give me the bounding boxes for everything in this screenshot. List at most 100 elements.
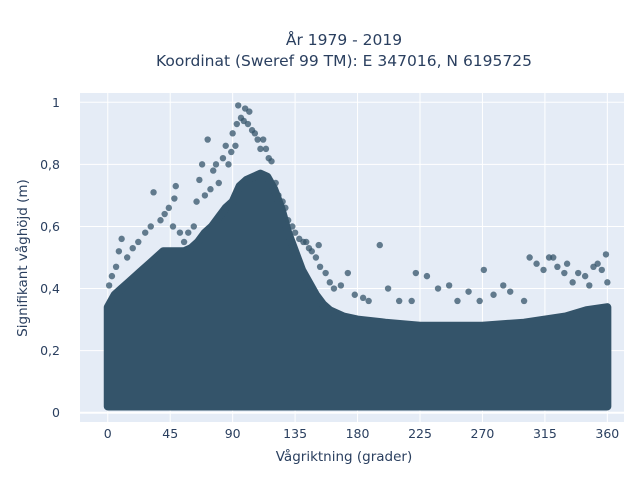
scatter-point: [150, 189, 157, 196]
scatter-point: [303, 238, 310, 246]
scatter-point: [207, 186, 214, 193]
scatter-point: [507, 288, 514, 295]
scatter-point: [272, 179, 279, 187]
y-tick-label: 0: [52, 405, 60, 420]
scatter-point: [315, 241, 322, 249]
scatter-point: [246, 108, 253, 115]
scatter-point: [142, 229, 149, 236]
scatter-point: [157, 217, 164, 224]
scatter-point: [254, 136, 261, 143]
scatter-point: [284, 217, 292, 224]
y-axis-title: Signifikant våghöjd (m): [14, 179, 31, 337]
scatter-point: [135, 238, 142, 246]
scatter-point: [232, 142, 239, 149]
scatter-point: [454, 297, 461, 305]
scatter-point: [586, 282, 593, 289]
scatter-point: [176, 229, 184, 236]
scatter-point: [196, 176, 203, 184]
scatter-point: [204, 136, 211, 143]
scatter-point: [359, 294, 367, 302]
scatter-point: [198, 161, 206, 168]
scatter-point: [526, 254, 533, 261]
scatter-point: [123, 254, 131, 261]
scatter-point: [423, 272, 431, 280]
scatter-point: [594, 260, 601, 267]
x-tick-label: 0: [104, 426, 112, 441]
x-tick-label: 360: [595, 426, 619, 441]
y-tick-label: 0,4: [40, 281, 60, 296]
scatter-point: [289, 223, 296, 230]
scatter-point: [554, 263, 561, 271]
scatter-point: [275, 192, 282, 199]
scatter-point: [476, 297, 483, 305]
y-tick-label: 0,6: [40, 219, 60, 234]
scatter-point: [540, 266, 547, 274]
scatter-point: [500, 282, 507, 289]
scatter-point: [445, 282, 453, 289]
scatter-point: [480, 266, 488, 274]
dense-band-area: [103, 169, 612, 411]
x-tick-label: 225: [408, 426, 432, 441]
scatter-point: [210, 167, 217, 174]
scatter-point: [291, 229, 299, 236]
scatter-point: [344, 269, 352, 277]
scatter-point: [581, 272, 589, 280]
scatter-point: [233, 120, 241, 128]
scatter-point: [330, 285, 338, 292]
scatter-point: [229, 130, 236, 137]
scatter-point: [115, 248, 123, 255]
y-tick-labels: 0 0,2 0,4 0,6 0,8 1: [40, 95, 60, 420]
scatter-point: [268, 158, 275, 165]
scatter-point: [257, 145, 264, 153]
scatter-point: [161, 210, 168, 218]
scatter-point: [395, 297, 403, 305]
scatter-point: [533, 260, 540, 267]
scatter-point: [225, 161, 232, 168]
scatter-point: [108, 272, 116, 280]
scatter-point: [212, 161, 220, 168]
scatter-point: [337, 282, 345, 289]
scatter-point: [384, 285, 392, 292]
scatter-point: [569, 279, 576, 286]
scatter-point: [561, 269, 568, 277]
chart-title-line-2: Koordinat (Sweref 99 TM): E 347016, N 61…: [156, 52, 532, 70]
scatter-point: [351, 291, 358, 298]
scatter-point: [165, 204, 173, 212]
y-tick-label: 1: [52, 95, 60, 110]
scatter-point: [193, 198, 200, 205]
scatter-point: [105, 282, 113, 289]
x-axis-title: Vågriktning (grader): [276, 448, 413, 465]
scatter-point: [169, 223, 177, 230]
scatter-point: [172, 182, 179, 190]
x-tick-label: 180: [346, 426, 370, 441]
scatter-point: [222, 142, 229, 149]
scatter-point: [312, 254, 320, 261]
scatter-point: [550, 254, 557, 261]
scatter-point: [598, 266, 605, 274]
scatter-point: [308, 248, 315, 255]
scatter-point: [465, 288, 472, 295]
scatter-point: [215, 179, 222, 187]
scatter-point: [563, 260, 571, 267]
chart-title-line-1: År 1979 - 2019: [286, 30, 402, 49]
scatter-point: [262, 145, 270, 153]
scatter-point: [412, 269, 420, 277]
x-tick-label: 135: [283, 426, 307, 441]
x-tick-label: 90: [225, 426, 241, 441]
scatter-point: [282, 204, 289, 212]
scatter-point: [434, 285, 442, 292]
dense-point-band: [103, 169, 612, 411]
scatter-point: [322, 269, 329, 277]
scatter-point: [316, 263, 324, 271]
y-tick-label: 0,8: [40, 157, 60, 172]
scatter-point: [129, 244, 136, 252]
scatter-point: [112, 263, 120, 271]
scatter-point: [235, 102, 242, 109]
scatter-point: [365, 297, 372, 305]
scatter-point: [147, 223, 154, 230]
scatter-point: [185, 229, 192, 236]
x-tick-label: 270: [471, 426, 495, 441]
scatter-point: [190, 223, 197, 230]
scatter-point: [219, 154, 227, 162]
